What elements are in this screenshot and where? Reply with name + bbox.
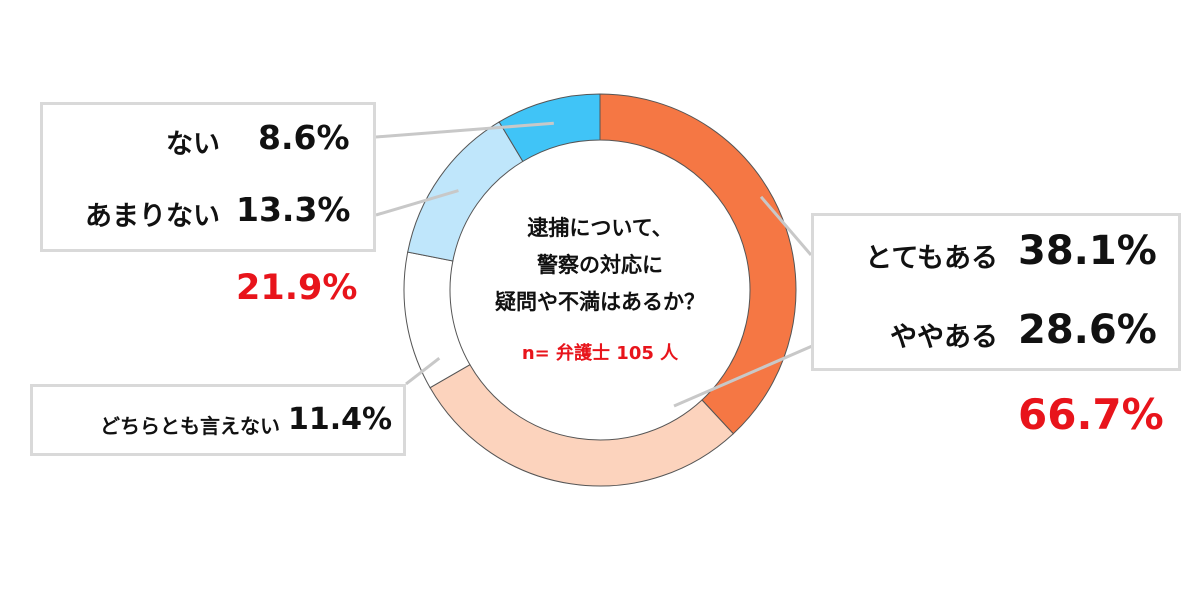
title-line-3: 疑問や不満はあるか？	[495, 290, 705, 314]
leader-line-4	[673, 338, 827, 408]
donut-slice-4	[498, 93, 601, 163]
sample-size-note: n= 弁護士 105 人	[521, 343, 679, 364]
donut-slice-1	[429, 364, 734, 487]
callout-box-negative	[40, 102, 376, 252]
label-dochiratomo: どちらとも言えない	[100, 414, 280, 438]
label-totemoaru: とてもある	[865, 243, 998, 274]
callout-box-positive	[811, 213, 1181, 371]
leader-line-2	[405, 356, 441, 386]
positive-total: 66.7%	[1018, 390, 1164, 439]
value-yayaaru: 28.6%	[1018, 307, 1157, 353]
callout-box-neutral	[30, 384, 406, 456]
donut-slice-0	[599, 93, 797, 435]
value-dochiratomo: 11.4%	[288, 402, 393, 437]
value-totemoaru: 38.1%	[1018, 228, 1157, 274]
title-line-1: 逮捕について、	[527, 216, 673, 240]
value-amarinai: 13.3%	[236, 190, 351, 229]
title-line-2: 警察の対応に	[537, 253, 663, 277]
label-nai: ない	[166, 129, 220, 160]
label-amarinai: あまりない	[85, 201, 220, 232]
value-nai: 8.6%	[258, 118, 350, 157]
leader-line-0	[375, 121, 554, 139]
leader-line-1	[375, 189, 459, 217]
chart-center-title: 逮捕について、 警察の対応に 疑問や不満はあるか？ n= 弁護士 105 人	[460, 210, 740, 372]
leader-line-3	[759, 195, 813, 256]
negative-total: 21.9%	[236, 268, 358, 308]
label-yayaaru: ややある	[890, 322, 998, 353]
